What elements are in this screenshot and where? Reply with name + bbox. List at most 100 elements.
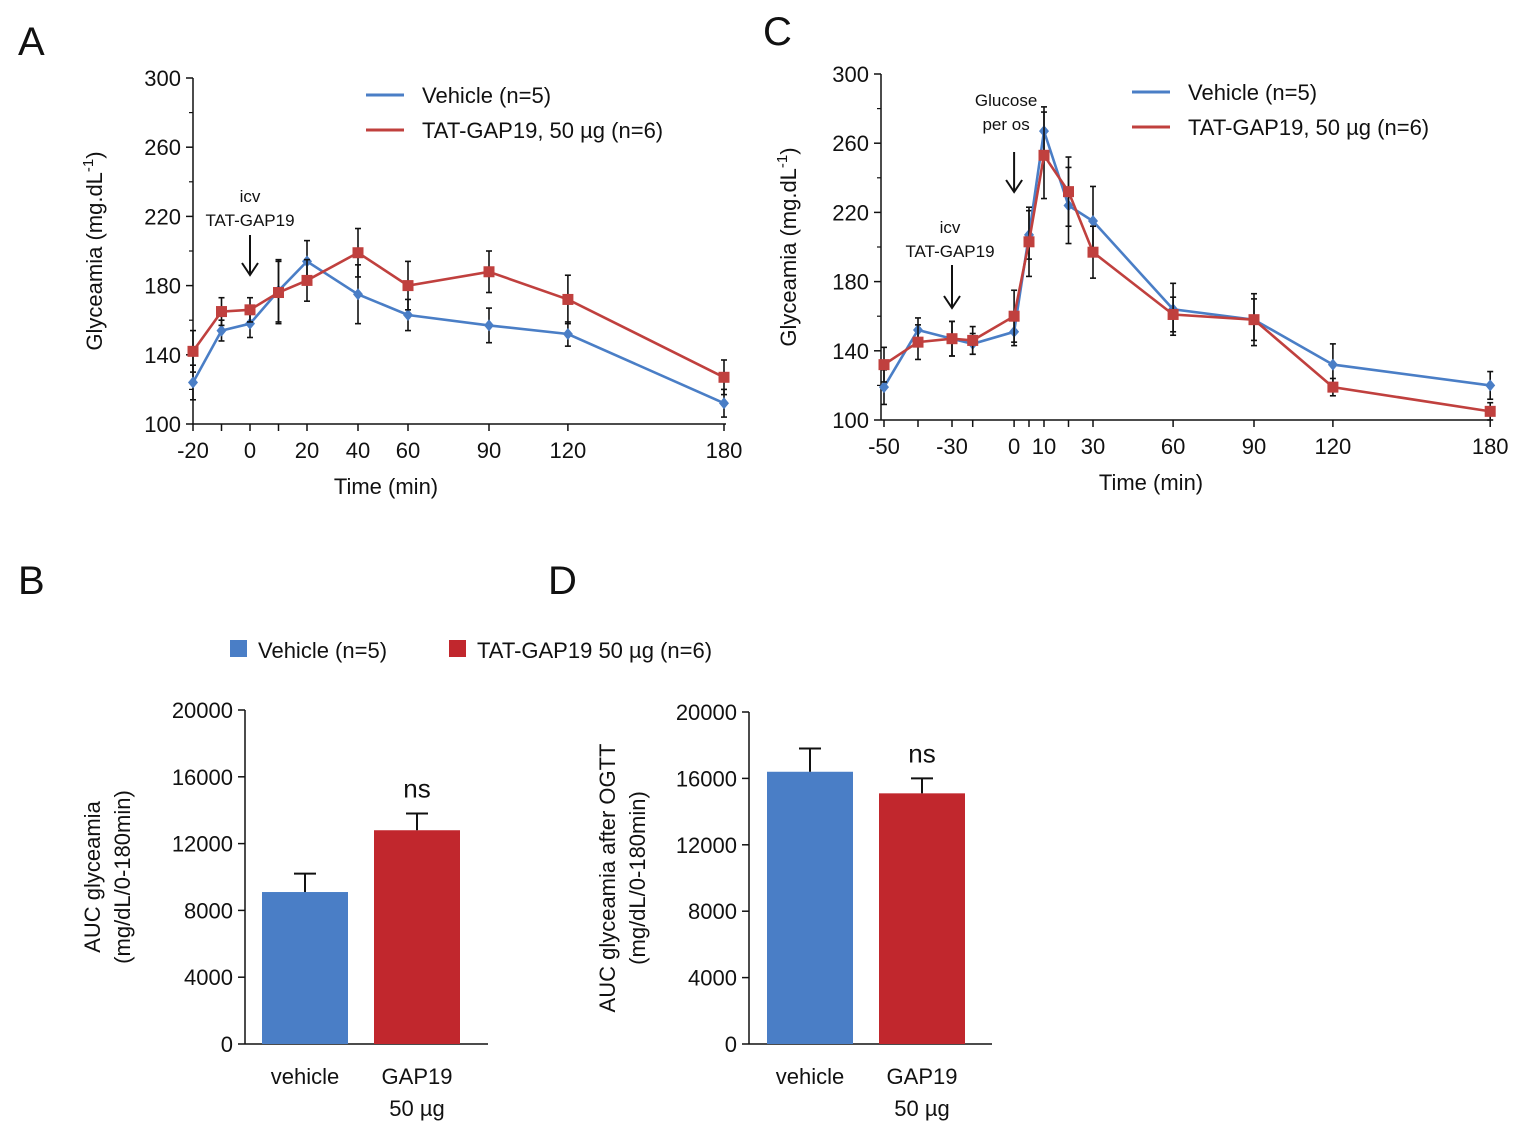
data-point-tat-gap19 <box>1008 310 1020 322</box>
data-point-tat-gap19 <box>1038 149 1050 161</box>
data-point-tat-gap19 <box>483 266 495 278</box>
data-point-tat-gap19 <box>301 274 313 286</box>
legend-label-vehicle: Vehicle (n=5) <box>258 638 387 663</box>
y-tick-label: 12000 <box>676 833 737 858</box>
category-label-gap19: 50 µg <box>894 1096 950 1121</box>
x-tick-label: 10 <box>1032 434 1056 459</box>
data-point-vehicle <box>484 319 494 332</box>
data-point-vehicle <box>403 309 413 322</box>
y-axis-label-line: (mg/dL/0-180min) <box>110 790 135 964</box>
y-tick-label: 180 <box>144 274 181 299</box>
bar-gap19 <box>879 793 965 1044</box>
data-point-tat-gap19 <box>878 359 890 371</box>
data-point-tat-gap19 <box>1087 246 1099 258</box>
x-tick-label: -20 <box>177 438 209 463</box>
x-tick-label: 60 <box>396 438 420 463</box>
y-axis-label-line: AUC glyceamia <box>80 800 105 952</box>
annotation-icv-text: TAT-GAP19 <box>205 211 294 230</box>
data-point-tat-gap19 <box>718 371 730 383</box>
y-tick-label: 8000 <box>184 898 233 923</box>
y-tick-label: 220 <box>832 200 869 225</box>
annotation-icv-arrowhead-icon <box>241 262 259 277</box>
panel-b-bar-chart: 0 4000 8000 12000 16000 20000 AUC glyceamia (mg… <box>80 698 488 1121</box>
data-point-vehicle <box>719 397 729 410</box>
x-axis-label: Time (min) <box>1099 470 1203 495</box>
y-tick-label: 260 <box>144 135 181 160</box>
x-tick-label: 90 <box>1242 434 1266 459</box>
y-axis-label-exponent: -1 <box>774 155 791 168</box>
legend-label-tat-gap19: TAT-GAP19 50 µg (n=6) <box>477 638 712 663</box>
annotation-glucose-arrowhead-icon <box>1005 179 1023 194</box>
y-axis-label: Glyceamia (mg.dL-1) <box>80 151 107 350</box>
data-point-tat-gap19 <box>562 293 574 305</box>
legend-swatch-tat-gap19 <box>449 640 466 657</box>
category-label-vehicle: vehicle <box>271 1064 339 1089</box>
annotation-glucose-text: Glucose <box>975 91 1037 110</box>
data-point-vehicle <box>1088 215 1098 228</box>
annotation-icv-text: TAT-GAP19 <box>905 242 994 261</box>
category-label-vehicle: vehicle <box>776 1064 844 1089</box>
data-point-tat-gap19 <box>946 333 958 345</box>
panel-label-b: B <box>18 559 45 603</box>
y-tick-label: 220 <box>144 204 181 229</box>
x-tick-label: 60 <box>1161 434 1185 459</box>
data-point-tat-gap19 <box>216 306 227 318</box>
y-tick-label: 20000 <box>676 700 737 725</box>
data-point-tat-gap19 <box>1023 236 1035 248</box>
legend-swatch-vehicle <box>230 640 247 657</box>
data-point-tat-gap19 <box>244 304 256 316</box>
y-axis-label-text: Glyceamia (mg.dL <box>82 172 107 351</box>
y-tick-label: 100 <box>832 408 869 433</box>
y-axis-label-close: ) <box>776 147 801 154</box>
data-point-tat-gap19 <box>912 336 924 348</box>
data-point-vehicle <box>879 381 889 394</box>
y-axis-label-exponent: -1 <box>80 159 97 172</box>
data-point-vehicle <box>562 328 573 341</box>
x-tick-label: -30 <box>936 434 968 459</box>
y-tick-label: 4000 <box>688 966 737 991</box>
bar-legend: Vehicle (n=5) TAT-GAP19 50 µg (n=6) <box>230 638 712 663</box>
x-tick-label: 90 <box>477 438 501 463</box>
annotation-glucose-text: per os <box>982 115 1029 134</box>
annotation-icv-text: icv <box>240 187 261 206</box>
y-axis-label: AUC glyceamia (mg/dL/0-180min) <box>80 790 135 964</box>
y-tick-label: 300 <box>144 66 181 91</box>
y-tick-label: 300 <box>832 62 869 87</box>
significance-label: ns <box>403 774 430 804</box>
y-axis-label: AUC glyceamia after OGTT (mg/dL/0-180min) <box>595 744 650 1013</box>
series-line-vehicle <box>191 259 725 405</box>
data-point-vehicle <box>188 376 198 389</box>
y-axis-label-text: Glyceamia (mg.dL <box>776 168 801 347</box>
bar-vehicle <box>262 892 348 1044</box>
panel-label-a: A <box>18 20 45 64</box>
panel-label-c: C <box>763 10 792 54</box>
annotation-icv-text: icv <box>940 218 961 237</box>
y-axis-label-line: (mg/dL/0-180min) <box>625 791 650 965</box>
data-point-tat-gap19 <box>967 334 979 346</box>
legend-label-vehicle: Vehicle (n=5) <box>1188 80 1317 105</box>
y-tick-label: 4000 <box>184 965 233 990</box>
bar-vehicle <box>767 771 853 1044</box>
data-point-tat-gap19 <box>402 280 414 292</box>
panel-c-line-chart: 100 140 180 220 260 300 -50 -30 0 10 30 60 90 120 180 T… <box>774 62 1509 495</box>
category-label-gap19: 50 µg <box>389 1096 445 1121</box>
y-tick-label: 140 <box>144 343 181 368</box>
data-point-vehicle <box>353 288 363 301</box>
data-point-vehicle <box>1327 358 1338 371</box>
x-axis-label: Time (min) <box>334 474 438 499</box>
bar-gap19 <box>374 830 460 1044</box>
x-tick-label: -50 <box>868 434 900 459</box>
data-point-vehicle <box>216 324 227 337</box>
panel-label-d: D <box>548 559 577 603</box>
x-tick-label: 0 <box>1008 434 1020 459</box>
category-label-gap19: GAP19 <box>887 1064 958 1089</box>
data-point-tat-gap19 <box>1248 314 1260 326</box>
annotation-icv-arrowhead-icon <box>943 295 961 310</box>
data-point-vehicle <box>1485 379 1496 392</box>
x-tick-label: 40 <box>346 438 370 463</box>
data-point-tat-gap19 <box>1327 381 1339 393</box>
panel-a-line-chart: 100 140 180 220 260 300 -20 0 20 40 60 90 120 180 Time… <box>80 66 742 499</box>
y-tick-label: 12000 <box>172 832 233 857</box>
data-point-tat-gap19 <box>273 287 284 299</box>
